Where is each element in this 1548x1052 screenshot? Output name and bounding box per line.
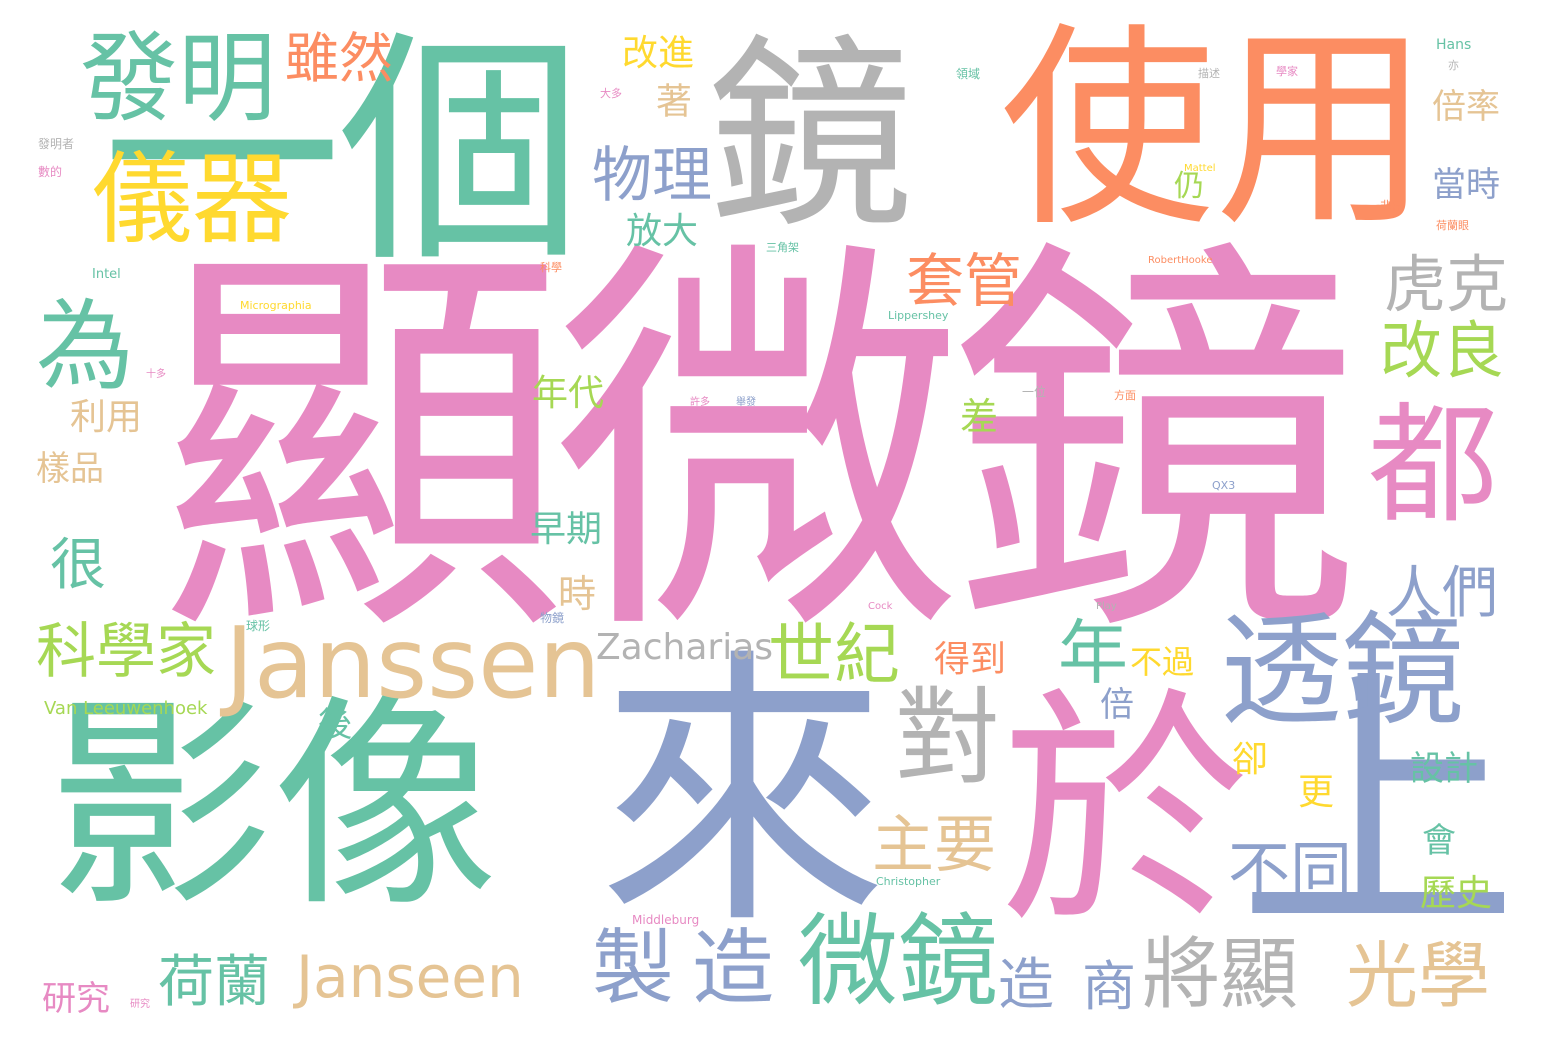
word: 大多 — [600, 87, 622, 100]
word: 不同 — [1228, 834, 1353, 907]
word: 使用 — [1000, 4, 1430, 255]
word: 不過 — [1130, 643, 1195, 681]
word: 於 — [1000, 667, 1250, 958]
word: 樣品 — [36, 449, 104, 489]
word: Mattel — [1184, 163, 1216, 174]
word: 世紀 — [768, 616, 900, 693]
word: Christopher — [876, 875, 941, 888]
word: 將顯 — [1142, 930, 1299, 1020]
word: 描述 — [1198, 67, 1220, 80]
word: 鏡 — [708, 18, 913, 256]
word: 倍 — [1100, 685, 1134, 725]
word: QX3 — [1212, 479, 1236, 492]
word: 都 — [1368, 389, 1499, 541]
word: 亦 — [1448, 59, 1459, 72]
word: 荷蘭 — [158, 950, 270, 1015]
word: 虎克 — [1384, 248, 1509, 321]
word: 科學家 — [36, 617, 216, 687]
word: 差 — [960, 395, 999, 439]
word: 年 — [1058, 612, 1128, 694]
word: 利用 — [70, 397, 143, 438]
word: 顯微鏡 — [158, 208, 1360, 686]
word: 個 — [338, 10, 583, 295]
word: 造 — [692, 921, 775, 1016]
word: 得到 — [934, 639, 1007, 680]
word: 荷蘭眼 — [1436, 219, 1469, 232]
word: 發明者 — [38, 137, 75, 151]
word: Janssen — [225, 607, 601, 721]
word: 歷史 — [1420, 873, 1493, 914]
word: 科學 — [540, 261, 562, 274]
word: 許多 — [690, 397, 710, 408]
word: 學家 — [1276, 65, 1298, 78]
word: 改良 — [1380, 314, 1505, 387]
word: 儀器 — [92, 141, 292, 258]
word: 數的 — [38, 165, 63, 179]
word: 早期 — [530, 509, 603, 550]
word: 倍率 — [1432, 87, 1500, 127]
word: Middleburg — [632, 913, 700, 927]
word: Zacharias — [596, 627, 774, 668]
word: 當時 — [1432, 165, 1500, 205]
word: 研究 — [130, 999, 150, 1010]
word: 放大 — [626, 211, 699, 252]
word: Cock — [868, 601, 893, 612]
word: RobertHooke — [1148, 255, 1213, 266]
word: 方面 — [1114, 389, 1136, 402]
word: Play — [1096, 601, 1117, 612]
word: 仍 — [1174, 169, 1204, 204]
word: 製 — [592, 921, 675, 1016]
word: 上 — [1238, 645, 1518, 971]
word: 三角架 — [766, 241, 799, 254]
word: 主要 — [872, 808, 997, 881]
word: 套管 — [906, 247, 1023, 315]
word: 年代 — [532, 373, 605, 414]
word: 透鏡 — [1220, 600, 1464, 742]
word: 舉發 — [736, 397, 756, 408]
word: 卻 — [1232, 739, 1269, 780]
word: 一 — [102, 20, 343, 300]
word: Intel — [92, 267, 121, 282]
word: 對 — [895, 677, 1001, 799]
word: 很 — [50, 533, 106, 598]
word: 球形 — [246, 619, 271, 633]
word: 發明 — [80, 22, 277, 136]
word: 物鏡 — [540, 611, 565, 625]
word: 商 — [1082, 955, 1136, 1018]
word: 影像 — [48, 676, 498, 938]
word: Van Leeuwenhoek — [44, 698, 208, 719]
word: 一位 — [1022, 385, 1047, 399]
word: 設計 — [1410, 749, 1478, 789]
word: Micrographia — [240, 299, 312, 312]
word: 非常 — [1380, 199, 1405, 213]
word: 來 — [598, 626, 888, 963]
word: 光學 — [1346, 934, 1491, 1018]
word: 更 — [1298, 772, 1335, 813]
word: 為 — [36, 290, 135, 404]
word: 領域 — [956, 67, 981, 81]
word: Lippershey — [888, 309, 949, 322]
word: Janseen — [296, 943, 524, 1011]
word: 著 — [650, 82, 691, 119]
word: 會 — [1422, 821, 1456, 861]
word: 時 — [558, 572, 597, 616]
word: 後 — [318, 705, 352, 745]
word: 十多 — [146, 369, 166, 380]
word: 研究 — [42, 979, 110, 1019]
word: Hans — [1436, 37, 1472, 53]
word: 物理 — [592, 141, 712, 211]
word: 微鏡 — [798, 903, 998, 1020]
word: 造 — [998, 953, 1054, 1018]
word: 改進 — [622, 33, 695, 74]
word: 人們 — [1386, 561, 1498, 626]
word: 雖然 — [285, 27, 393, 90]
